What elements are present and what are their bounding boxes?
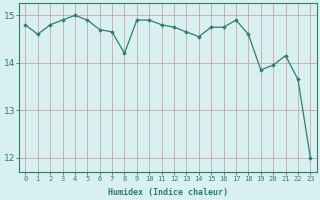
X-axis label: Humidex (Indice chaleur): Humidex (Indice chaleur) [108,188,228,197]
